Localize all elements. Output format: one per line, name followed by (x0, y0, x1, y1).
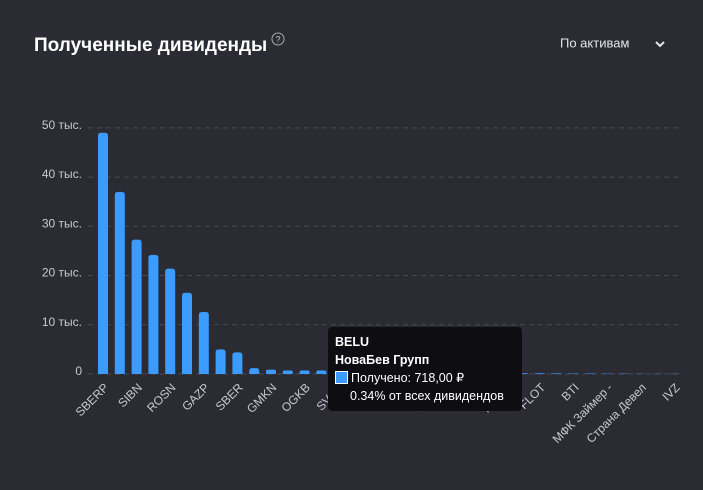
tooltip-swatch (335, 371, 348, 384)
bar (249, 368, 260, 374)
y-tick-label: 0 (75, 364, 82, 378)
x-tick-label: OGKB (279, 380, 313, 414)
y-tick-label: 50 тыс. (42, 118, 82, 132)
dropdown[interactable]: По активам (560, 35, 629, 50)
tooltip-share: 0.34% от всех дивидендов (350, 389, 504, 403)
bar (534, 373, 545, 374)
bar (551, 373, 562, 374)
bar (148, 254, 159, 374)
tooltip-name: НоваБев Групп (335, 353, 430, 367)
bar (198, 311, 209, 374)
bar (182, 292, 192, 374)
help-icon[interactable] (271, 32, 285, 46)
bar (299, 370, 310, 374)
bar (215, 349, 226, 374)
y-tick-label: 10 тыс. (42, 315, 82, 329)
x-tick-label: GAZP (179, 380, 212, 413)
x-tick-label: IVZ (659, 380, 682, 403)
bar (232, 352, 243, 374)
bar (114, 191, 125, 374)
y-tick-label: 20 тыс. (42, 266, 82, 280)
x-tick-label: BTI (559, 380, 582, 403)
x-tick-label: SBER (213, 380, 246, 413)
help-icon-text: ? (275, 34, 280, 44)
bar (282, 370, 293, 374)
bar (131, 239, 142, 374)
y-tick-label: 40 тыс. (42, 167, 82, 181)
tooltip-received: Получено: 718,00 ₽ (351, 371, 465, 385)
y-tick-label: 30 тыс. (42, 216, 82, 230)
bar (98, 132, 108, 374)
x-tick-label: GMKN (244, 380, 279, 415)
x-tick-label: ROSN (144, 380, 178, 414)
chart-title: Полученные дивиденды (34, 35, 267, 56)
bar (266, 369, 276, 374)
bar (316, 370, 327, 374)
x-tick-label: SBERP (73, 380, 112, 419)
tooltip-ticker: BELU (335, 335, 370, 349)
x-tick-label: Страна Девел (584, 380, 649, 445)
bar (165, 268, 176, 374)
tooltip: BELU НоваБев Групп Получено: 718,00 ₽ 0.… (328, 327, 522, 411)
tooltip-row: Получено: 718,00 ₽ (335, 369, 515, 387)
x-tick-label: SIBN (115, 380, 145, 410)
dropdown-chevron[interactable] (655, 41, 665, 48)
